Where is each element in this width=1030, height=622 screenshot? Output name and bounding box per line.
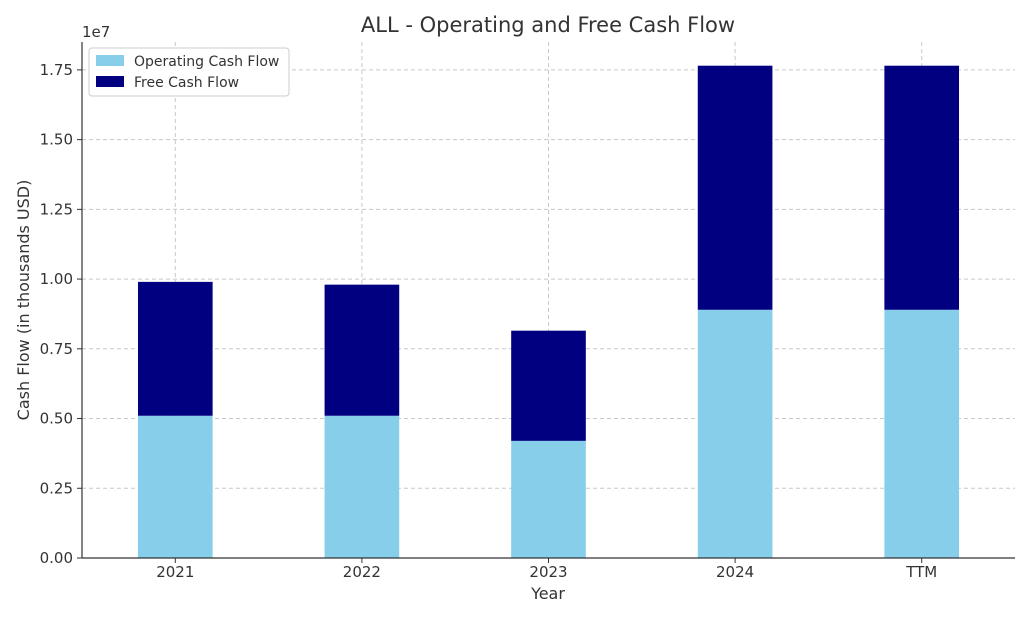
chart-title: ALL - Operating and Free Cash Flow [361,13,735,37]
y-tick-label: 1.50 [40,131,73,149]
legend: Operating Cash Flow Free Cash Flow [88,47,290,97]
bar-operating-cash-flow-2024 [697,309,773,558]
bar-operating-cash-flow-2023 [511,440,586,558]
x-axis-label: Year [530,584,565,603]
legend-label-operating: Operating Cash Flow [134,54,279,70]
y-scale-label: 1e7 [82,23,110,41]
y-tick-label: 1.25 [40,200,73,218]
legend-swatch-free [96,76,124,87]
y-tick-label: 1.75 [40,61,73,79]
bar-operating-cash-flow-2021 [137,415,213,558]
x-tick-label: 2021 [156,563,194,581]
y-tick-label: 0.25 [40,479,73,497]
bar-free-cash-flow-2023 [511,330,586,441]
x-tick-label: TTM [905,563,937,581]
legend-label-free: Free Cash Flow [134,75,239,91]
x-tick-label: 2022 [343,563,381,581]
y-tick-label: 0.75 [40,340,73,358]
legend-swatch-operating [96,55,124,66]
y-tick-label: 1.00 [40,270,73,288]
bars [137,65,960,558]
legend-box [88,47,290,97]
y-tick-label: 0.00 [40,549,73,567]
bar-operating-cash-flow-ttm [884,309,960,558]
tick-labels: 0.00 0.25 0.50 0.75 1.00 1.25 1.50 1.75 2021 2022… [40,61,938,581]
y-axis-label: Cash Flow (in thousands USD) [14,180,33,421]
bar-operating-cash-flow-2022 [324,415,400,558]
bar-free-cash-flow-2024 [697,65,773,310]
bar-free-cash-flow-2021 [137,281,213,416]
bar-free-cash-flow-2022 [324,284,400,416]
x-tick-label: 2024 [716,563,754,581]
bar-free-cash-flow-ttm [884,65,960,310]
x-tick-label: 2023 [529,563,567,581]
y-tick-label: 0.50 [40,410,73,428]
